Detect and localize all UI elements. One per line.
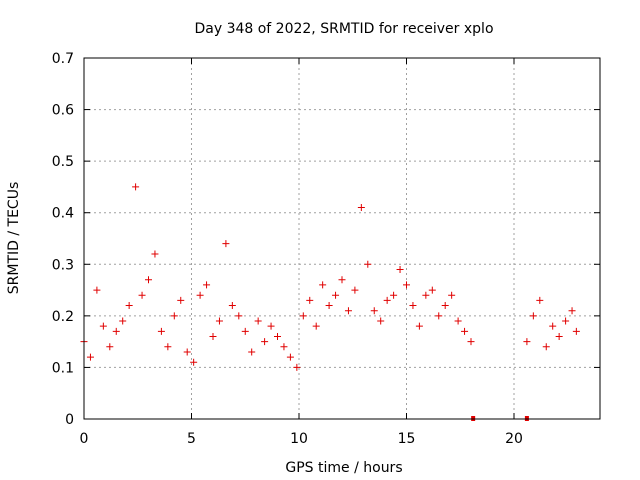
chart-title: Day 348 of 2022, SRMTID for receiver xpl…	[194, 21, 493, 37]
data-point	[99, 322, 107, 330]
data-point	[170, 312, 178, 320]
data-point	[93, 286, 101, 294]
data-point	[536, 296, 544, 304]
y-tick-label: 0.3	[52, 257, 74, 273]
plot-frame	[83, 57, 601, 420]
data-point	[568, 307, 576, 315]
data-point	[351, 286, 359, 294]
data-point	[132, 183, 140, 191]
data-point	[572, 327, 580, 335]
data-point	[454, 317, 462, 325]
x-tick-label: 5	[187, 431, 196, 447]
data-point	[293, 363, 301, 371]
data-point	[390, 291, 398, 299]
data-point	[267, 322, 275, 330]
data-point	[542, 343, 550, 351]
data-point	[222, 240, 230, 248]
data-point	[415, 322, 423, 330]
data-point	[183, 348, 191, 356]
data-point	[332, 291, 340, 299]
data-point	[261, 338, 269, 346]
x-tick-labels: 0 5 10 15 20	[80, 431, 523, 447]
x-axis-label: GPS time / hours	[285, 460, 402, 476]
data-point	[364, 260, 372, 268]
data-point	[190, 358, 198, 366]
y-tick-label: 0.2	[52, 309, 74, 325]
data-point	[529, 312, 537, 320]
x-tick-label: 15	[398, 431, 416, 447]
data-points	[80, 183, 580, 371]
data-point	[523, 338, 531, 346]
data-point	[177, 296, 185, 304]
data-point	[357, 204, 365, 212]
data-point	[157, 327, 165, 335]
data-point	[312, 322, 320, 330]
data-point	[196, 291, 204, 299]
y-tick-label: 0.4	[52, 206, 74, 222]
data-point	[344, 307, 352, 315]
x-tick-label: 20	[505, 431, 523, 447]
data-point	[555, 332, 563, 340]
data-point	[241, 327, 249, 335]
data-point	[286, 353, 294, 361]
data-point	[125, 302, 133, 310]
y-tick-label: 0.5	[52, 154, 74, 170]
data-point	[338, 276, 346, 284]
data-point	[383, 296, 391, 304]
data-point	[119, 317, 127, 325]
data-point	[448, 291, 456, 299]
data-point	[151, 250, 159, 258]
data-point	[280, 343, 288, 351]
data-point	[461, 327, 469, 335]
data-point	[549, 322, 557, 330]
data-point	[164, 343, 172, 351]
data-point	[112, 327, 120, 335]
data-point	[441, 302, 449, 310]
data-point	[319, 281, 327, 289]
data-point	[306, 296, 314, 304]
y-tick-labels: 0 0.1 0.2 0.3 0.4 0.5 0.6 0.7	[52, 51, 74, 428]
data-point	[86, 353, 94, 361]
y-tick-label: 0.6	[52, 103, 74, 119]
x-tick-label: 10	[290, 431, 308, 447]
data-point	[203, 281, 211, 289]
data-point	[403, 281, 410, 289]
data-point	[106, 343, 114, 351]
data-point	[467, 338, 475, 346]
data-point	[325, 302, 333, 310]
data-point	[274, 332, 281, 340]
data-point	[370, 307, 378, 315]
data-point	[138, 291, 146, 299]
y-tick-label: 0.1	[52, 360, 74, 376]
y-axis-label: SRMTID / TECUs	[6, 182, 22, 295]
y-tick-label: 0.7	[52, 51, 74, 67]
data-point	[228, 302, 236, 310]
data-point	[435, 312, 443, 320]
grid-lines	[84, 58, 600, 419]
data-point	[422, 291, 430, 299]
data-point	[409, 302, 417, 310]
data-point	[248, 348, 256, 356]
data-point	[215, 317, 223, 325]
data-point	[235, 312, 243, 320]
y-tick-label: 0	[65, 412, 74, 428]
x-tick-label: 0	[80, 431, 89, 447]
data-point	[254, 317, 262, 325]
data-point	[209, 332, 217, 340]
data-point	[299, 312, 307, 320]
data-point	[145, 276, 152, 284]
data-point	[562, 317, 570, 325]
axis-ticks	[83, 57, 600, 420]
data-point	[396, 265, 404, 273]
data-point	[428, 286, 436, 294]
data-point	[377, 317, 385, 325]
